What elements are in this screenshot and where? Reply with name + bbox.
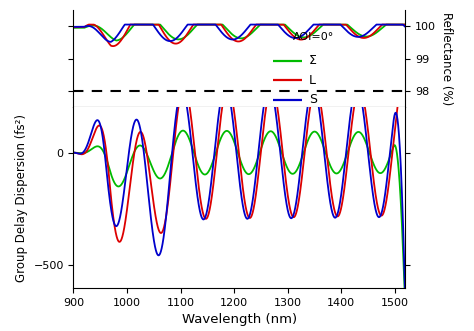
Y-axis label: Group Delay Dispersion (fs²): Group Delay Dispersion (fs²): [15, 114, 28, 282]
Text: Σ: Σ: [309, 54, 317, 67]
Text: AOI=0°: AOI=0°: [292, 32, 334, 42]
Text: L: L: [309, 74, 316, 87]
Y-axis label: Reflectance (%): Reflectance (%): [440, 12, 453, 105]
Text: S: S: [309, 93, 317, 106]
X-axis label: Wavelength (nm): Wavelength (nm): [182, 313, 297, 326]
